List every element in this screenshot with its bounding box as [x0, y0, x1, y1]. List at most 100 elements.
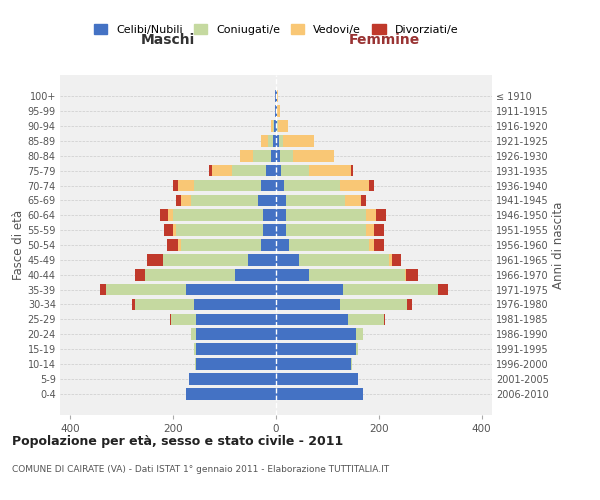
- Bar: [260, 239, 276, 251]
- Bar: [276, 284, 343, 296]
- Bar: [100, 284, 106, 296]
- Bar: [173, 210, 263, 221]
- Bar: [286, 224, 366, 236]
- Bar: [406, 269, 418, 280]
- Bar: [276, 90, 277, 102]
- Bar: [276, 314, 348, 325]
- Bar: [178, 239, 181, 251]
- Bar: [163, 254, 248, 266]
- Bar: [271, 150, 276, 162]
- Bar: [196, 344, 276, 355]
- Bar: [194, 344, 196, 355]
- Bar: [278, 120, 289, 132]
- Bar: [276, 239, 289, 251]
- Bar: [186, 388, 276, 400]
- Bar: [170, 314, 196, 325]
- Bar: [438, 284, 448, 296]
- Bar: [168, 210, 173, 221]
- Bar: [280, 150, 293, 162]
- Bar: [268, 135, 274, 146]
- Bar: [191, 194, 258, 206]
- Text: Popolazione per età, sesso e stato civile - 2011: Popolazione per età, sesso e stato civil…: [12, 435, 343, 448]
- Bar: [356, 344, 358, 355]
- Bar: [275, 90, 276, 102]
- Bar: [232, 165, 266, 176]
- Bar: [134, 269, 145, 280]
- Bar: [276, 388, 364, 400]
- Bar: [186, 284, 276, 296]
- Bar: [173, 180, 178, 192]
- Bar: [368, 239, 374, 251]
- Bar: [195, 358, 196, 370]
- Bar: [194, 298, 276, 310]
- Bar: [260, 135, 268, 146]
- Bar: [148, 254, 163, 266]
- Bar: [289, 239, 368, 251]
- Bar: [276, 224, 286, 236]
- Bar: [404, 269, 406, 280]
- Bar: [276, 165, 281, 176]
- Y-axis label: Fasce di età: Fasce di età: [11, 210, 25, 280]
- Bar: [275, 106, 276, 117]
- Bar: [276, 269, 310, 280]
- Bar: [253, 150, 271, 162]
- Bar: [348, 314, 384, 325]
- Bar: [196, 314, 276, 325]
- Bar: [346, 194, 361, 206]
- Bar: [191, 328, 196, 340]
- Bar: [276, 106, 277, 117]
- Bar: [286, 210, 366, 221]
- Bar: [276, 254, 299, 266]
- Bar: [271, 120, 274, 132]
- Bar: [274, 135, 276, 146]
- Bar: [310, 269, 404, 280]
- Bar: [248, 254, 276, 266]
- Bar: [343, 284, 438, 296]
- Bar: [263, 210, 276, 221]
- Bar: [258, 194, 276, 206]
- Bar: [277, 106, 280, 117]
- Bar: [368, 180, 374, 192]
- Bar: [209, 165, 212, 176]
- Bar: [145, 269, 235, 280]
- Bar: [167, 239, 178, 251]
- Bar: [266, 165, 276, 176]
- Bar: [392, 254, 401, 266]
- Bar: [276, 373, 358, 384]
- Bar: [181, 239, 260, 251]
- Bar: [160, 210, 168, 221]
- Bar: [384, 314, 385, 325]
- Bar: [366, 224, 374, 236]
- Bar: [274, 120, 276, 132]
- Bar: [164, 224, 173, 236]
- Bar: [196, 358, 276, 370]
- Bar: [188, 373, 276, 384]
- Bar: [374, 224, 384, 236]
- Bar: [376, 210, 386, 221]
- Bar: [240, 150, 253, 162]
- Bar: [361, 194, 366, 206]
- Bar: [286, 194, 346, 206]
- Bar: [276, 194, 286, 206]
- Bar: [176, 224, 263, 236]
- Bar: [276, 120, 277, 132]
- Bar: [194, 180, 260, 192]
- Text: Femmine: Femmine: [349, 34, 419, 48]
- Bar: [284, 180, 340, 192]
- Y-axis label: Anni di nascita: Anni di nascita: [552, 202, 565, 288]
- Bar: [276, 210, 286, 221]
- Bar: [196, 328, 276, 340]
- Bar: [276, 298, 340, 310]
- Legend: Celibi/Nubili, Coniugati/e, Vedovi/e, Divorziati/e: Celibi/Nubili, Coniugati/e, Vedovi/e, Di…: [89, 20, 463, 39]
- Bar: [132, 298, 134, 310]
- Bar: [374, 239, 384, 251]
- Bar: [176, 194, 181, 206]
- Bar: [276, 358, 350, 370]
- Bar: [276, 135, 278, 146]
- Bar: [212, 165, 232, 176]
- Text: Maschi: Maschi: [141, 34, 195, 48]
- Bar: [310, 165, 350, 176]
- Bar: [178, 180, 194, 192]
- Bar: [407, 298, 412, 310]
- Bar: [299, 254, 389, 266]
